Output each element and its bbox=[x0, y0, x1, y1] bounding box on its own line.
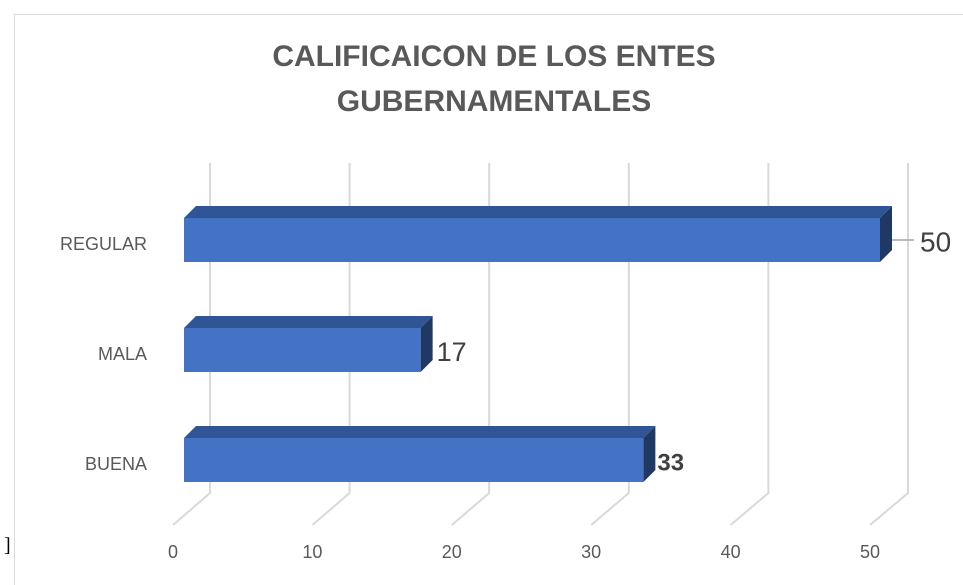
data-label: 50 bbox=[920, 226, 951, 257]
bar bbox=[184, 316, 433, 372]
bar-front bbox=[184, 218, 880, 262]
x-tick-label: 0 bbox=[168, 542, 178, 562]
bar bbox=[184, 426, 656, 482]
grid-line bbox=[729, 163, 770, 526]
bar-side bbox=[420, 316, 433, 372]
x-tick-label: 10 bbox=[302, 542, 322, 562]
bar-top bbox=[184, 316, 433, 328]
bar-top bbox=[184, 426, 656, 438]
bar-front bbox=[184, 328, 421, 372]
grid-line bbox=[311, 163, 351, 526]
bar-top bbox=[184, 206, 892, 218]
chart-title: CALIFICAICON DE LOS ENTES bbox=[272, 40, 715, 73]
grid-line bbox=[172, 163, 211, 526]
y-tick-label: BUENA bbox=[85, 454, 147, 474]
bar-front bbox=[184, 438, 644, 482]
y-tick-label: MALA bbox=[98, 344, 147, 364]
y-tick-label: REGULAR bbox=[60, 234, 147, 254]
x-tick-label: 20 bbox=[442, 542, 462, 562]
bar-side bbox=[643, 426, 656, 482]
grid-line bbox=[590, 163, 630, 526]
data-label: 33 bbox=[657, 449, 684, 476]
x-tick-label: 50 bbox=[860, 542, 880, 562]
grid-line bbox=[869, 163, 909, 526]
data-label: 17 bbox=[437, 337, 467, 367]
bar-side bbox=[880, 206, 892, 262]
bar bbox=[184, 206, 892, 262]
x-tick-label: 30 bbox=[581, 542, 601, 562]
chart-title: GUBERNAMENTALES bbox=[337, 85, 651, 118]
stray-text: ] bbox=[4, 535, 11, 557]
grid-line bbox=[451, 163, 491, 526]
x-tick-label: 40 bbox=[721, 542, 741, 562]
